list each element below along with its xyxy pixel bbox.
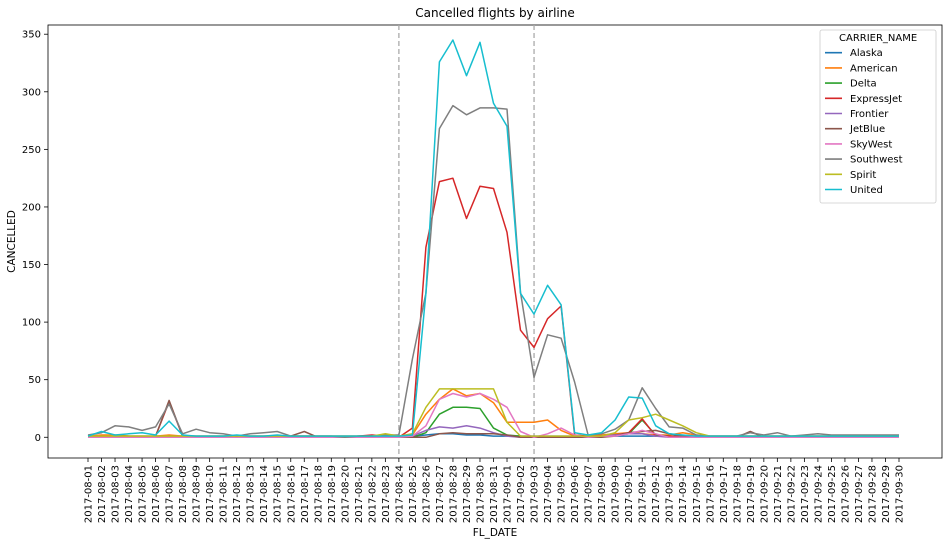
x-tick-label: 2017-08-13	[246, 465, 257, 523]
x-tick-label: 2017-08-14	[259, 465, 270, 523]
x-tick-label: 2017-08-08	[178, 465, 189, 523]
x-tick-label: 2017-09-19	[746, 465, 757, 523]
x-tick-label: 2017-09-01	[503, 465, 514, 523]
legend-box	[819, 29, 937, 204]
x-tick-label: 2017-09-02	[516, 465, 527, 523]
x-tick-label: 2017-09-26	[840, 465, 851, 523]
x-tick-label: 2017-09-16	[705, 465, 716, 523]
x-tick-label: 2017-08-02	[97, 465, 108, 523]
x-tick-label: 2017-08-20	[340, 465, 351, 523]
x-tick-label: 2017-09-03	[530, 465, 541, 523]
x-tick-label: 2017-09-13	[665, 465, 676, 523]
x-tick-label: 2017-08-19	[327, 465, 338, 523]
legend-label-alaska: Alaska	[850, 48, 883, 59]
x-tick-label: 2017-09-10	[624, 465, 635, 523]
x-tick-label: 2017-08-11	[219, 465, 230, 523]
x-tick-label: 2017-08-10	[205, 465, 216, 523]
x-tick-label: 2017-08-17	[300, 465, 311, 523]
x-tick-label: 2017-08-27	[435, 465, 446, 523]
x-tick-label: 2017-09-27	[854, 465, 865, 523]
x-tick-label: 2017-09-12	[651, 465, 662, 523]
x-tick-label: 2017-08-26	[421, 465, 432, 523]
legend-label-delta: Delta	[850, 79, 877, 90]
y-tick-label: 150	[22, 260, 41, 271]
x-tick-label: 2017-08-23	[381, 465, 392, 523]
x-tick-label: 2017-09-30	[895, 465, 906, 523]
x-tick-label: 2017-09-04	[543, 465, 554, 523]
series-line-american	[87, 388, 899, 437]
x-tick-label: 2017-09-17	[719, 465, 730, 523]
x-tick-label: 2017-08-09	[192, 465, 203, 523]
x-tick-label: 2017-09-28	[867, 465, 878, 523]
x-axis-title: FL_DATE	[473, 527, 517, 539]
x-tick-label: 2017-09-09	[611, 465, 622, 523]
x-tick-label: 2017-08-15	[273, 465, 284, 523]
x-tick-label: 2017-09-21	[773, 465, 784, 523]
y-tick-label: 50	[28, 375, 41, 386]
x-tick-label: 2017-09-14	[678, 465, 689, 523]
x-tick-label: 2017-08-22	[367, 465, 378, 523]
x-tick-label: 2017-09-24	[813, 465, 824, 523]
y-tick-label: 0	[35, 433, 41, 444]
x-tick-label: 2017-09-15	[692, 465, 703, 523]
legend-label-united: United	[850, 185, 883, 196]
x-tick-label: 2017-08-04	[124, 465, 135, 523]
series-line-expressjet	[88, 177, 899, 439]
x-tick-label: 2017-09-29	[881, 465, 892, 523]
x-tick-label: 2017-08-21	[354, 465, 365, 523]
x-tick-label: 2017-09-18	[732, 465, 743, 523]
legend-label-frontier: Frontier	[850, 109, 889, 120]
x-tick-label: 2017-08-30	[475, 465, 486, 523]
x-tick-label: 2017-08-25	[408, 465, 419, 523]
legend-title: CARRIER_NAME	[839, 33, 917, 44]
series-line-spirit	[88, 388, 899, 437]
x-tick-label: 2017-09-06	[570, 465, 581, 523]
y-axis-title: CANCELLED	[6, 210, 18, 273]
y-tick-label: 350	[22, 30, 41, 41]
x-tick-label: 2017-08-24	[394, 465, 405, 523]
chart-title: Cancelled flights by airline	[415, 6, 575, 20]
y-tick-label: 100	[22, 318, 41, 329]
x-tick-label: 2017-09-05	[557, 465, 568, 523]
series-line-southwest	[87, 104, 899, 439]
x-tick-label: 2017-09-07	[584, 465, 595, 523]
x-tick-label: 2017-09-22	[786, 465, 797, 523]
x-tick-label: 2017-09-08	[597, 465, 608, 523]
x-tick-label: 2017-08-31	[489, 465, 500, 523]
x-tick-label: 2017-08-06	[151, 465, 162, 523]
series-line-jetblue	[88, 399, 899, 439]
legend-label-spirit: Spirit	[850, 170, 876, 181]
series-line-skywest	[88, 392, 899, 439]
x-tick-label: 2017-08-28	[448, 465, 459, 523]
x-tick-label: 2017-08-07	[165, 465, 176, 523]
y-tick-label: 200	[22, 202, 41, 213]
legend-label-skywest: SkyWest	[850, 139, 892, 150]
legend-label-southwest: Southwest	[850, 155, 903, 166]
x-tick-label: 2017-08-01	[84, 465, 95, 523]
x-tick-label: 2017-09-25	[827, 465, 838, 523]
x-tick-label: 2017-08-12	[232, 465, 243, 523]
legend-label-expressjet: ExpressJet	[850, 94, 902, 105]
x-tick-label: 2017-09-23	[800, 465, 811, 523]
x-tick-label: 2017-09-20	[759, 465, 770, 523]
legend-label-jetblue: JetBlue	[849, 124, 885, 135]
x-tick-label: 2017-08-05	[138, 465, 149, 523]
series-line-united	[87, 39, 899, 437]
x-tick-label: 2017-08-29	[462, 465, 473, 523]
x-tick-label: 2017-08-03	[111, 465, 122, 523]
plot-frame	[47, 24, 943, 459]
legend-label-american: American	[850, 63, 898, 74]
x-tick-label: 2017-09-11	[638, 465, 649, 523]
y-tick-label: 300	[22, 87, 41, 98]
x-tick-label: 2017-08-18	[313, 465, 324, 523]
x-tick-label: 2017-08-16	[286, 465, 297, 523]
legend: CARRIER_NAME Alaska American Delta ExpressJe…	[819, 29, 937, 204]
y-tick-label: 250	[22, 145, 41, 156]
